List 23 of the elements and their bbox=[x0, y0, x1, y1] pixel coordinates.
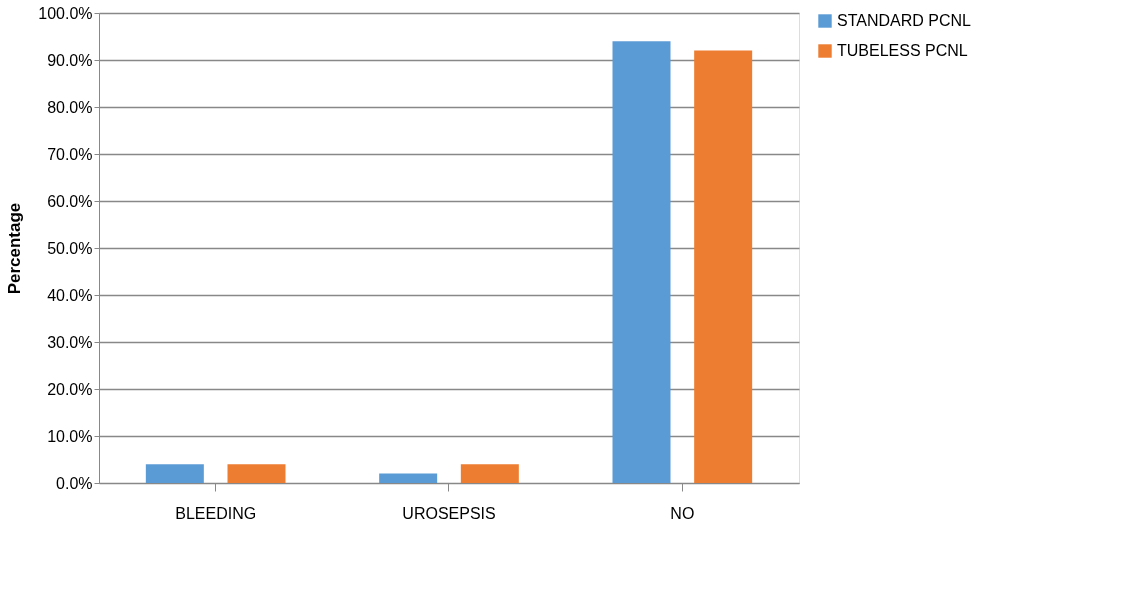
legend-label: TUBELESS PCNL bbox=[837, 42, 968, 59]
y-axis-title: Percentage bbox=[5, 202, 25, 295]
x-tick-label: NO bbox=[670, 504, 695, 522]
bar bbox=[460, 464, 519, 483]
y-tick-label: 70.0% bbox=[47, 145, 93, 163]
y-tick-label: 90.0% bbox=[47, 51, 93, 69]
x-tick-label: BLEEDING bbox=[175, 504, 257, 522]
y-tick-label: 80.0% bbox=[47, 98, 93, 116]
y-tick-label: 100.0% bbox=[38, 4, 93, 22]
bar bbox=[227, 464, 286, 483]
x-tick-label: UROSEPSIS bbox=[402, 504, 496, 522]
legend-label: STANDARD PCNL bbox=[837, 12, 972, 29]
bar bbox=[379, 473, 438, 483]
y-tick-label: 50.0% bbox=[47, 239, 93, 257]
y-tick-label: 40.0% bbox=[47, 286, 93, 304]
y-tick-label: 60.0% bbox=[47, 192, 93, 210]
bar bbox=[612, 41, 671, 483]
y-tick-label: 0.0% bbox=[56, 474, 93, 492]
y-tick-label: 10.0% bbox=[47, 427, 93, 445]
bar bbox=[694, 50, 753, 483]
bar bbox=[145, 464, 204, 483]
y-tick-label: 30.0% bbox=[47, 333, 93, 351]
y-tick-label: 20.0% bbox=[47, 380, 93, 398]
